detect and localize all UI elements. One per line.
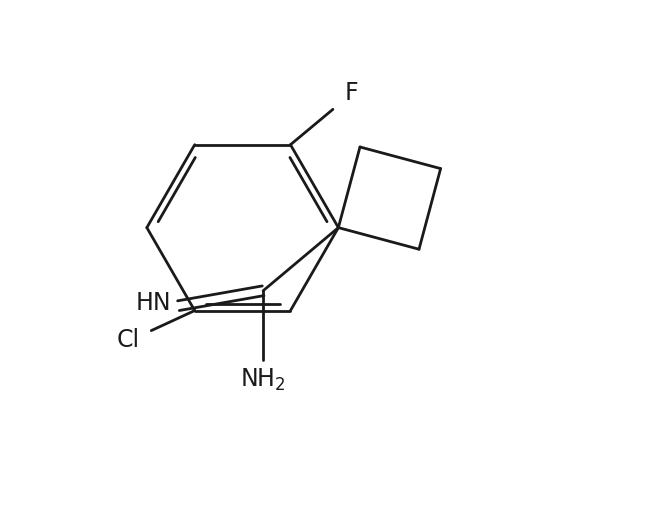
Text: F: F (345, 81, 359, 105)
Text: HN: HN (136, 291, 171, 315)
Text: NH$_2$: NH$_2$ (240, 367, 286, 393)
Text: Cl: Cl (117, 328, 140, 352)
